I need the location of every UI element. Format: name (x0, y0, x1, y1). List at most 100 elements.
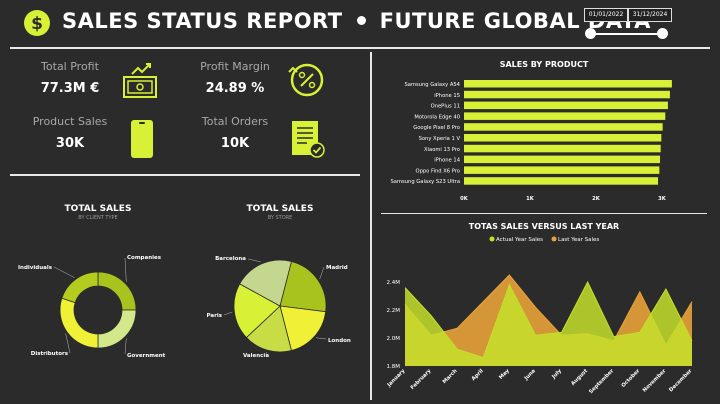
product-sales-label: Product Sales (32, 115, 108, 128)
pie-leader-line (223, 311, 233, 316)
area-legend: Actual Year Sales Last Year Sales (489, 236, 599, 243)
series-line (404, 274, 693, 347)
area-group: 1.8M 2.0M 2.2M 2.4M January February March Apri… (386, 274, 694, 395)
x-tick-label: December (668, 368, 693, 393)
cash-register-icon (123, 63, 157, 98)
area-chart-title: TOTAS SALES VERSUS LAST YEAR (469, 222, 619, 231)
profit-margin-value: 24.89 % (205, 81, 265, 96)
donut-title: TOTAL SALES (65, 204, 132, 214)
total-orders-value: 10K (220, 136, 250, 151)
slider-start-handle[interactable] (585, 28, 596, 39)
total-orders-label: Total Orders (201, 115, 269, 128)
date-range-slider[interactable] (588, 33, 668, 35)
x-tick-label: January (386, 368, 407, 389)
bar[interactable] (464, 112, 666, 120)
x-tick-label: March (442, 368, 459, 385)
y-tick-label: 2.0M (387, 336, 401, 342)
y-tick-label: 1.8M (387, 364, 401, 370)
pie-label: Paris (207, 313, 223, 319)
page-title: SALES STATUS REPORT FUTURE GLOBAL DATA (62, 9, 651, 33)
clipboard-check-icon (292, 121, 325, 158)
bar[interactable] (464, 80, 672, 88)
pie-leader-line (65, 333, 71, 354)
sales-by-store-chart: TOTAL SALES BY STORE Madrid London Valenci… (207, 204, 351, 359)
pie-slice[interactable] (97, 309, 137, 349)
dollar-coin-icon: $ (24, 10, 50, 36)
kpi-divider (10, 174, 360, 176)
y-tick-label: 2.2M (387, 308, 401, 314)
bar-category-label: Motorola Edge 40 (414, 114, 460, 120)
pie-label: Madrid (326, 265, 348, 271)
bar[interactable] (464, 123, 663, 131)
title-separator (356, 16, 366, 25)
bar-category-label: Sony Xperia 1 V (419, 136, 461, 142)
bar-category-label: iPhone 14 (434, 158, 460, 164)
bar-category-label: Samsung Galaxy A54 (404, 82, 460, 88)
sales-by-client-type-chart: TOTAL SALES BY CLIENT TYPE Companies Gove… (18, 204, 166, 359)
y-tick-label: 2.4M (387, 280, 401, 286)
pie-leader-line (315, 337, 327, 340)
right-divider (381, 213, 707, 214)
pie-slice[interactable] (233, 283, 281, 339)
pie-label: Barcelona (215, 256, 246, 262)
pie-label: Individuals (18, 265, 53, 271)
sales-by-product-chart: SALES BY PRODUCT Samsung Galaxy A54 iPhon… (391, 60, 672, 202)
x-tick-label: April (471, 368, 485, 382)
bar[interactable] (464, 134, 662, 142)
pie-leader-line (124, 257, 127, 282)
vertical-divider (370, 52, 372, 400)
pie-leader-line (319, 266, 325, 280)
pie-leader-line (247, 258, 261, 263)
pie-slice[interactable] (59, 297, 99, 349)
x-tick-label: September (588, 368, 615, 395)
x-tick-label: August (570, 368, 589, 387)
pie-leader-line (124, 338, 127, 355)
start-date-input[interactable]: 01/01/2022 (584, 8, 628, 22)
pie-leader-line (53, 266, 75, 278)
legend-marker (489, 236, 495, 242)
donut-group: Companies Government Distributors Individua… (18, 255, 166, 359)
percent-coin-icon (288, 63, 324, 97)
bar[interactable] (464, 144, 661, 153)
bar-category-label: Samsung Galaxy S23 Ultra (391, 179, 460, 185)
pie-label: Valencia (243, 353, 269, 359)
profit-margin-label: Profit Margin (200, 60, 270, 73)
x-tick-label: 2K (592, 196, 601, 202)
series-line (404, 280, 693, 359)
legend-label: Actual Year Sales (496, 237, 543, 243)
pie-slice[interactable] (245, 305, 292, 353)
bar[interactable] (464, 166, 660, 174)
series-area[interactable] (405, 282, 692, 366)
bar-category-label: Google Pixel 8 Pro (413, 125, 460, 131)
pie-group: Madrid London Valencia Paris Barcelona (207, 256, 351, 359)
pie-subtitle: BY STORE (268, 215, 293, 221)
x-tick-label: October (620, 368, 641, 389)
total-profit-value: 77.3M € (40, 81, 100, 96)
x-tick-label: May (498, 368, 511, 381)
pie-slice[interactable] (279, 305, 327, 352)
bar[interactable] (464, 177, 659, 185)
total-profit-label: Total Profit (41, 60, 99, 73)
pie-slice[interactable] (239, 259, 292, 307)
bar[interactable] (464, 90, 670, 99)
pie-slice[interactable] (61, 271, 99, 304)
bar-group: Samsung Galaxy A54 iPhone 15 OnePlus 11 Mot… (391, 80, 672, 202)
slider-end-handle[interactable] (657, 28, 668, 39)
pie-slice[interactable] (97, 271, 137, 311)
header-divider (10, 47, 710, 49)
pie-slice[interactable] (279, 260, 327, 313)
bar-category-label: Xiaomi 13 Pro (424, 147, 460, 153)
title-left: SALES STATUS REPORT (62, 9, 343, 33)
pie-label: Government (127, 353, 166, 359)
smartphone-icon (131, 120, 153, 158)
pie-label: London (328, 338, 351, 344)
x-tick-label: February (410, 368, 433, 391)
bar[interactable] (464, 101, 668, 110)
end-date-input[interactable]: 31/12/2024 (628, 8, 672, 22)
bar-category-label: OnePlus 11 (431, 104, 460, 110)
x-tick-label: July (550, 368, 563, 381)
bar-category-label: iPhone 15 (434, 93, 460, 99)
x-tick-label: 1K (526, 196, 535, 202)
bar[interactable] (464, 155, 661, 164)
x-tick-label: 3K (658, 196, 667, 202)
